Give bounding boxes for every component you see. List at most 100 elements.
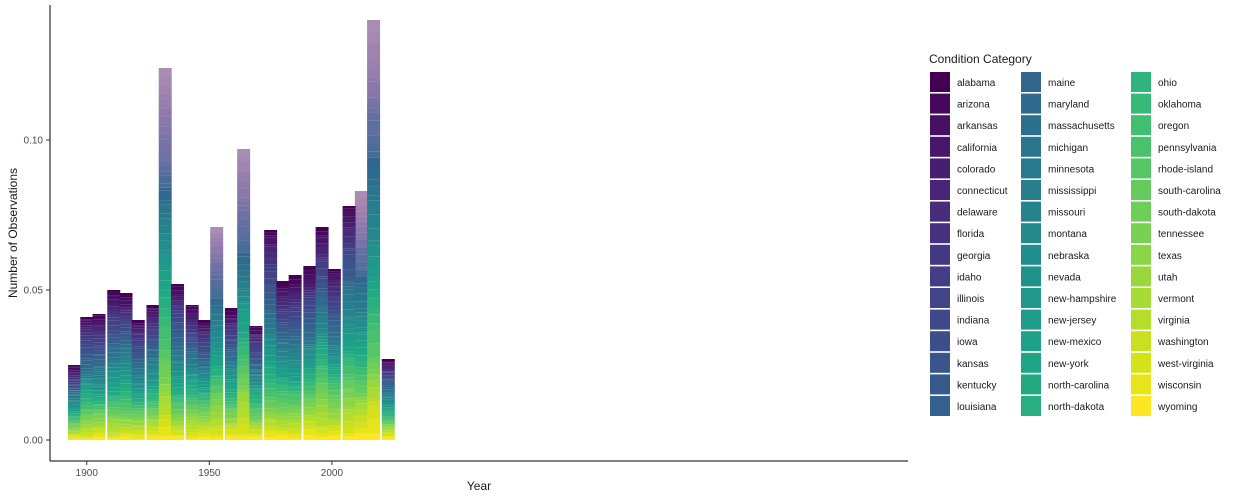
bar-segment xyxy=(80,376,94,379)
bar-segment xyxy=(224,353,238,357)
bar-segment xyxy=(185,385,199,390)
legend-label: mississippi xyxy=(1048,186,1096,197)
bar-segment xyxy=(264,437,278,440)
bar-segment xyxy=(303,270,317,275)
bar-segment xyxy=(185,322,199,326)
bar-segment xyxy=(224,365,238,369)
bar-segment xyxy=(107,438,121,440)
bar-segment xyxy=(264,230,278,233)
bar-segment xyxy=(367,343,381,358)
bar-segment xyxy=(249,434,263,437)
bar-segment xyxy=(237,332,251,339)
bar-segment xyxy=(224,410,238,414)
bar-segment xyxy=(119,388,133,392)
bar-segment xyxy=(107,416,121,419)
bar-segment xyxy=(197,331,211,333)
bar-segment xyxy=(342,406,356,410)
bar-segment xyxy=(197,340,211,343)
bar-segment xyxy=(315,354,329,360)
bar-segment xyxy=(146,323,160,327)
legend-item: michigan xyxy=(1021,136,1088,157)
bar-segment xyxy=(327,306,341,311)
bar-segment xyxy=(224,329,238,332)
legend-item: washington xyxy=(1131,331,1209,352)
bar-segment xyxy=(224,395,238,399)
bar-segment xyxy=(276,313,290,320)
bar-segment xyxy=(381,437,395,440)
bar-segment xyxy=(197,394,211,397)
legend-item: kentucky xyxy=(930,374,996,395)
bar-segment xyxy=(197,384,211,388)
legend-item: north-carolina xyxy=(1021,374,1110,395)
bar-segment xyxy=(237,418,251,425)
bar-segment xyxy=(92,331,106,334)
bar-segment xyxy=(381,382,395,386)
bar-segment xyxy=(354,226,368,233)
bar-segment xyxy=(131,409,145,411)
bar-segment xyxy=(367,151,381,158)
bar-segment xyxy=(303,394,317,397)
bar-segment xyxy=(185,332,199,334)
bar-segment xyxy=(170,284,184,287)
bar-segment xyxy=(367,330,381,344)
bar-segment xyxy=(249,436,263,440)
bar-segment xyxy=(354,287,368,294)
bar-segment xyxy=(224,424,238,427)
bar-segment xyxy=(107,291,121,296)
bar-segment xyxy=(92,399,106,402)
bar-segment xyxy=(146,331,160,336)
legend-label: washington xyxy=(1157,337,1209,348)
bar-segment xyxy=(249,348,263,353)
bar-segment xyxy=(342,328,356,334)
legend-label: wisconsin xyxy=(1157,380,1201,391)
bar-segment xyxy=(92,321,106,326)
bar-segment xyxy=(92,407,106,410)
bar-segment xyxy=(249,395,263,400)
bar-segment xyxy=(264,299,278,305)
legend-item: nevada xyxy=(1021,266,1081,287)
bar-segment xyxy=(249,429,263,434)
legend-item: delaware xyxy=(930,201,998,222)
bar-segment xyxy=(170,329,184,334)
bar-segment xyxy=(224,308,238,312)
bar-segment xyxy=(158,405,172,416)
bar-segment xyxy=(315,334,329,337)
bar-segment xyxy=(327,425,341,428)
bar-segment xyxy=(288,302,302,306)
bar-segment xyxy=(158,270,172,281)
bar-segment xyxy=(146,364,160,370)
bar-segment xyxy=(264,244,278,247)
bar-segment xyxy=(381,379,395,381)
bar-segment xyxy=(288,373,302,377)
bar-segment xyxy=(107,325,121,331)
bar-segment xyxy=(68,426,82,429)
bar-segment xyxy=(158,359,172,366)
bar-segment xyxy=(80,338,94,341)
bar-segment xyxy=(170,333,184,338)
bar-segment xyxy=(92,432,106,435)
bar-segment xyxy=(367,380,381,388)
bar-segment xyxy=(185,375,199,380)
bar-segment xyxy=(146,335,160,340)
bar-segment xyxy=(237,409,251,419)
bar-segment xyxy=(131,398,145,401)
bar-segment xyxy=(68,366,82,368)
bar-segment xyxy=(146,408,160,411)
bar-segment xyxy=(288,323,302,326)
bar-segment xyxy=(354,428,368,434)
bar-segment xyxy=(210,360,224,367)
bar-segment xyxy=(237,389,251,393)
bar-segment xyxy=(224,392,238,396)
legend-swatch xyxy=(1131,180,1151,200)
bar-segment xyxy=(119,379,133,381)
legend-label: delaware xyxy=(957,208,998,219)
bar-segment xyxy=(276,305,290,310)
bar-segment xyxy=(92,389,106,391)
bar-segment xyxy=(303,379,317,383)
bar-segment xyxy=(381,408,395,411)
bar-segment xyxy=(276,398,290,403)
bar-segment xyxy=(107,311,121,315)
legend-item: south-carolina xyxy=(1131,180,1221,200)
bar-segment xyxy=(170,417,184,422)
legend-title: Condition Category xyxy=(929,52,1032,66)
